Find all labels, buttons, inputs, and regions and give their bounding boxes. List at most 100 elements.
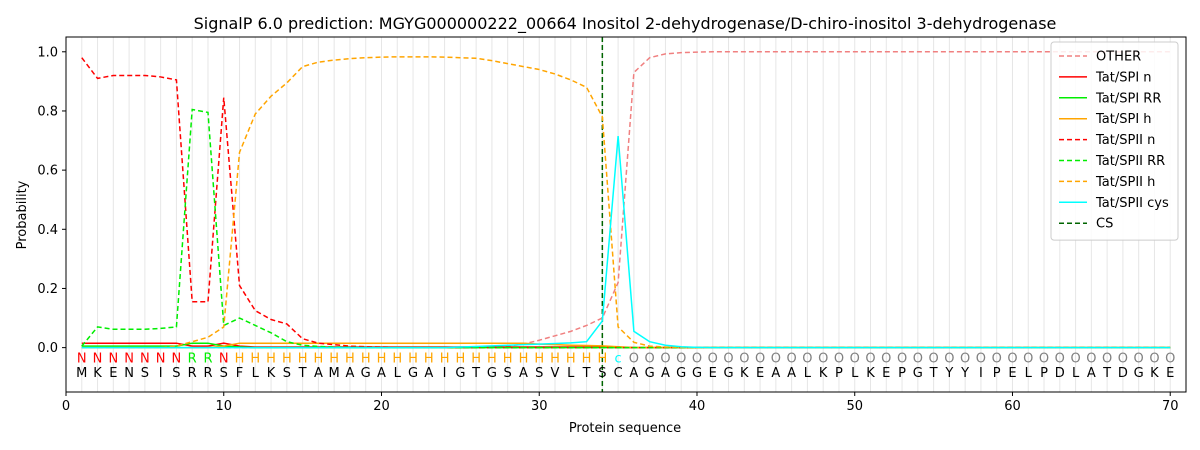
series-lines: [81, 51, 1171, 349]
residue-letter: S: [283, 366, 291, 381]
region-label: H: [566, 351, 576, 366]
legend-entry: CS: [1096, 217, 1113, 232]
residue-letter: D: [1118, 366, 1128, 381]
residue-letter: S: [141, 366, 149, 381]
residue-letter: L: [804, 366, 812, 381]
residue-letter: E: [709, 366, 717, 381]
legend-entry: Tat/SPI h: [1095, 112, 1152, 127]
region-label: H: [250, 351, 260, 366]
region-label: H: [314, 351, 324, 366]
region-label: H: [597, 351, 607, 366]
residue-letter: A: [771, 366, 780, 381]
legend-entry: Tat/SPII h: [1095, 175, 1155, 190]
residue-letter: T: [929, 366, 938, 381]
residue-letter: K: [819, 366, 828, 381]
y-tick-label: 0.4: [37, 223, 58, 238]
residue-letter: A: [1087, 366, 1096, 381]
region-label: H: [519, 351, 529, 366]
residue-letter: E: [756, 366, 764, 381]
region-label: O: [818, 351, 828, 366]
region-label: O: [1039, 351, 1049, 366]
residue-letter: G: [361, 366, 371, 381]
x-axis-label: Protein sequence: [569, 421, 681, 436]
residue-letter: M: [76, 366, 87, 381]
residue-letter: A: [424, 366, 433, 381]
residue-letter: M: [329, 366, 340, 381]
residue-letter: P: [835, 366, 843, 381]
region-label: O: [1118, 351, 1128, 366]
region-label: N: [93, 351, 103, 366]
residue-letter: L: [1025, 366, 1033, 381]
region-label: O: [787, 351, 797, 366]
region-label: H: [550, 351, 560, 366]
region-label: O: [913, 351, 923, 366]
region-label: H: [455, 351, 465, 366]
residue-letter: S: [598, 366, 606, 381]
region-label: H: [534, 351, 544, 366]
region-label: H: [408, 351, 418, 366]
legend-box: [1050, 41, 1179, 241]
legend-entry: Tat/SPII n: [1095, 133, 1155, 148]
region-label: O: [708, 351, 718, 366]
residue-letter: S: [535, 366, 543, 381]
residue-letter: N: [124, 366, 134, 381]
residue-letter: R: [188, 366, 197, 381]
residue-letter: P: [898, 366, 906, 381]
region-label: O: [645, 351, 655, 366]
residue-letter: Y: [960, 366, 969, 381]
series-line-7: [81, 136, 1171, 349]
region-label: H: [235, 351, 245, 366]
residue-letter: K: [267, 366, 276, 381]
region-label: H: [440, 351, 450, 366]
residue-letter: I: [159, 366, 163, 381]
legend-entry: Tat/SPII RR: [1095, 154, 1165, 169]
residue-letter: L: [567, 366, 575, 381]
region-label: H: [377, 351, 387, 366]
residue-letter: L: [394, 366, 402, 381]
region-label: c: [615, 351, 622, 366]
region-label: O: [944, 351, 954, 366]
region-label: H: [471, 351, 481, 366]
x-tick-label: 0: [62, 399, 70, 414]
residue-letter: A: [314, 366, 323, 381]
region-label: O: [928, 351, 938, 366]
region-label: H: [266, 351, 276, 366]
residue-letter: T: [471, 366, 480, 381]
region-label: N: [156, 351, 166, 366]
region-label: O: [1023, 351, 1033, 366]
x-tick-label: 50: [846, 399, 863, 414]
residue-letter: A: [519, 366, 528, 381]
residue-letter: L: [1072, 366, 1080, 381]
region-label: O: [1102, 351, 1112, 366]
residue-letter: T: [1102, 366, 1111, 381]
legend-entry: Tat/SPI n: [1095, 70, 1152, 85]
grid-lines: [81, 37, 1171, 392]
residue-letter: S: [172, 366, 180, 381]
residue-letter: G: [676, 366, 686, 381]
residue-letter: G: [645, 366, 655, 381]
region-label: O: [1086, 351, 1096, 366]
residue-letter: I: [979, 366, 983, 381]
series-line-0: [81, 51, 1171, 349]
region-label: N: [108, 351, 118, 366]
residue-letter: C: [614, 366, 623, 381]
residue-letter: D: [1055, 366, 1065, 381]
residue-letter: A: [345, 366, 354, 381]
residue-letter: K: [93, 366, 102, 381]
region-label: H: [329, 351, 339, 366]
region-label: O: [881, 351, 891, 366]
residue-letter: A: [377, 366, 386, 381]
region-label: O: [771, 351, 781, 366]
region-label: H: [361, 351, 371, 366]
legend: OTHER Tat/SPI n Tat/SPI RR Tat/SPI h Tat/SPI…: [1050, 41, 1179, 241]
residue-letter: K: [740, 366, 749, 381]
chart-title: SignalP 6.0 prediction: MGYG000000222_00…: [194, 14, 1057, 34]
residue-letter: A: [661, 366, 670, 381]
residue-letter: E: [1166, 366, 1174, 381]
series-line-4: [81, 57, 1171, 349]
residue-letter: P: [993, 366, 1001, 381]
residue-letter: E: [109, 366, 117, 381]
residue-letter: A: [629, 366, 638, 381]
region-label: H: [582, 351, 592, 366]
